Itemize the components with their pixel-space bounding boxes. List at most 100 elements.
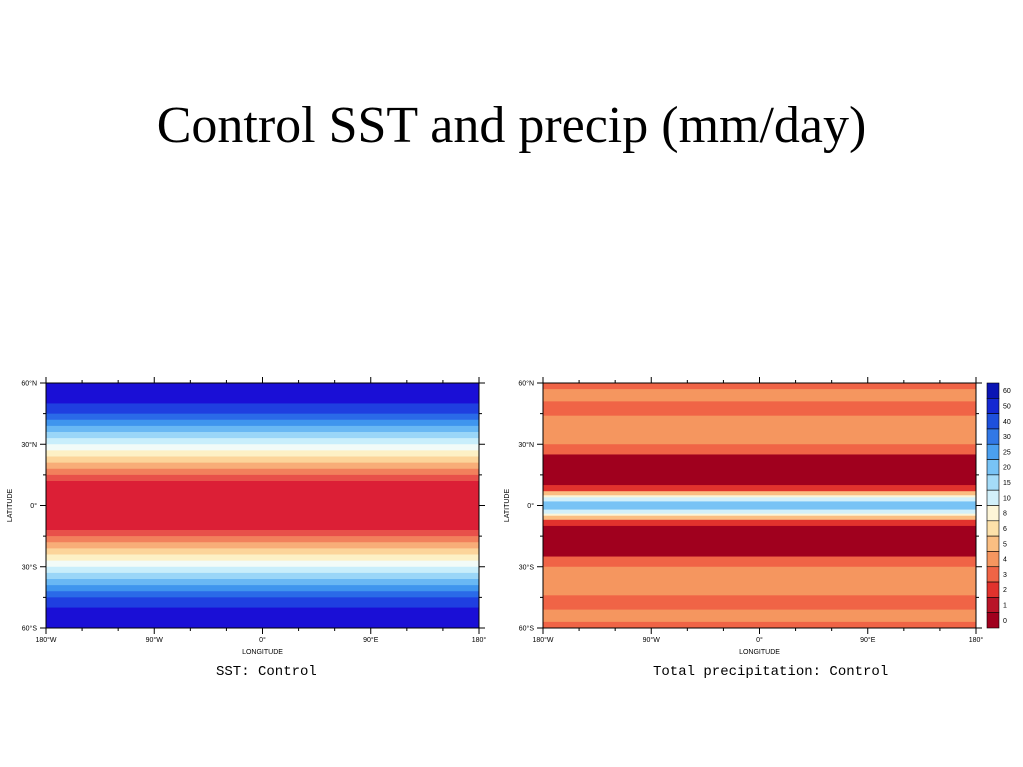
sst-band-6 [46,438,479,445]
sst-ytick-label: 30°N [21,441,37,449]
precip-band-5 [543,454,976,486]
sst-band-10 [46,462,479,470]
sst-ylabel: LATITUDE [7,489,14,523]
sst-band-9 [46,456,479,464]
precip-caption: Total precipitation: Control [653,664,889,680]
sst-band-7 [46,444,479,451]
colorbar-label: 50 [1003,403,1011,410]
colorbar-swatch [986,413,1000,430]
colorbar-swatch [986,382,1000,399]
colorbar-label: 60 [1003,388,1011,395]
precip-band-13 [543,515,976,521]
sst-ytick-label: 60°S [22,625,38,633]
precip-band-1 [543,389,976,402]
sst-ytick-label: 0° [30,502,37,510]
precip-band-0 [543,383,976,390]
precip-ytick-label: 30°N [518,441,534,449]
colorbar-swatch [986,612,1000,629]
sst-band-23 [46,585,479,592]
colorbar-swatch [986,581,1000,598]
sst-xtick-label: 90°W [146,636,164,644]
sst-band-17 [46,548,479,555]
colorbar-swatch [986,505,1000,522]
precip-band-20 [543,621,976,629]
colorbar-swatch [986,398,1000,414]
colorbar-label: 30 [1003,434,1011,441]
precip-band-7 [543,491,976,496]
colorbar-label: 8 [1003,511,1007,518]
precip-band-9 [543,497,976,502]
colorbar-swatch [986,474,1000,491]
precip-ytick-label: 30°S [519,563,535,571]
colorbar-label: 2 [1003,587,1007,594]
sst-band-5 [46,432,479,439]
precip-xtick-label: 0° [756,636,763,644]
colorbar-swatch [986,566,1000,583]
precip-band-11 [543,509,976,515]
sst-band-13 [46,481,479,531]
colorbar-label: 3 [1003,572,1007,579]
sst-band-15 [46,536,479,543]
precip-band-14 [543,519,976,527]
colorbar-label: 1 [1003,603,1007,610]
sst-xtick-label: 0° [259,636,266,644]
precip-band-3 [543,415,976,445]
sst-band-4 [46,425,479,433]
precip-band-2 [543,401,976,417]
colorbar-label: 6 [1003,526,1007,533]
colorbar-label: 10 [1003,495,1011,502]
sst-band-14 [46,530,479,537]
precip-band-18 [543,595,976,611]
sst-xtick-label: 180° [472,636,487,644]
precip-band-12 [543,513,976,517]
colorbar-label: 40 [1003,419,1011,426]
sst-band-16 [46,542,479,549]
colorbar-label: 20 [1003,465,1011,472]
colorbar-label: 15 [1003,480,1011,487]
sst-caption: SST: Control [216,664,317,680]
colorbar-label: 0 [1003,618,1007,625]
precip-ytick-label: 0° [527,502,534,510]
sst-plot: 180°W 90°W 0° 90°E 180° 60°N 30°N 0° 30°S 60°S LON… [7,377,486,656]
precip-band-8 [543,495,976,498]
colorbar-swatch [986,489,1000,506]
colorbar-label: 25 [1003,449,1011,456]
precip-ylabel: LATITUDE [504,489,511,523]
sst-xlabel: LONGITUDE [242,649,283,656]
precip-band-15 [543,525,976,558]
sst-band-0 [46,383,479,404]
colorbar-label: 4 [1003,557,1007,564]
sst-band-3 [46,419,479,427]
sst-band-8 [46,450,479,457]
precip-band-6 [543,485,976,492]
precip-band-19 [543,609,976,623]
precip-xtick-label: 90°E [860,636,876,644]
colorbar-swatch [986,459,1000,476]
sst-xtick-label: 180°W [35,636,56,644]
sst-band-24 [46,591,479,598]
sst-band-18 [46,554,479,562]
sst-band-25 [46,597,479,609]
colorbar-label: 5 [1003,541,1007,548]
sst-xtick-label: 90°E [363,636,379,644]
sst-band-21 [46,572,479,580]
precip-plot: 180°W 90°W 0° 90°E 180° 60°N 30°N 0° 30°S 60°S LON… [504,377,983,656]
colorbar-swatch [986,443,1000,460]
precip-ytick-label: 60°S [519,625,535,633]
precip-xtick-label: 180°W [532,636,553,644]
precip-band-10 [543,501,976,511]
precip-band-4 [543,444,976,455]
colorbar-swatch [986,535,1000,552]
sst-band-19 [46,560,479,568]
sst-band-22 [46,579,479,586]
colorbar-swatch [986,551,1000,568]
sst-band-20 [46,566,479,574]
precip-xlabel: LONGITUDE [739,649,780,656]
colorbar-swatch [986,520,1000,537]
sst-band-26 [46,607,479,629]
sst-band-1 [46,403,479,415]
sst-band-12 [46,474,479,482]
sst-band-2 [46,413,479,421]
